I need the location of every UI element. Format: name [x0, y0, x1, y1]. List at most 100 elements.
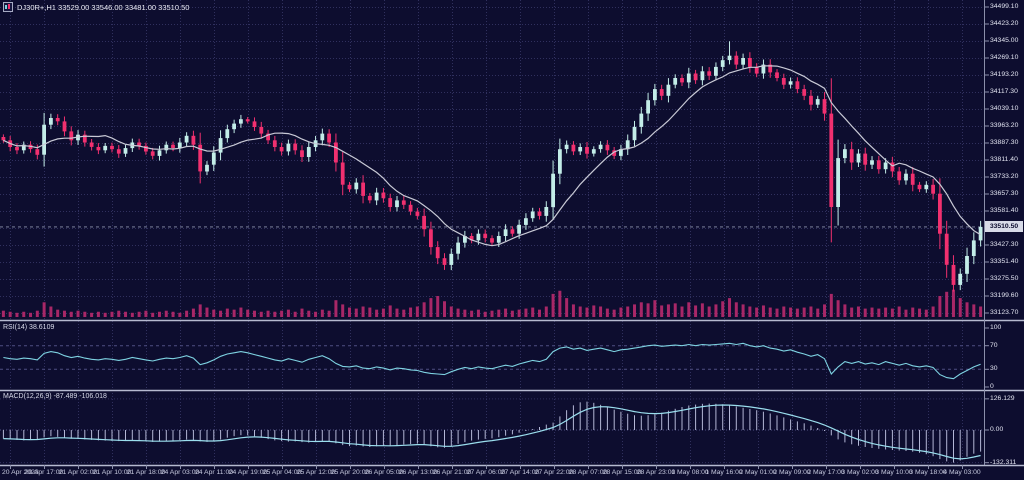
volume-bar	[8, 311, 12, 317]
candle-body	[252, 121, 257, 127]
volume-bar	[626, 306, 630, 317]
volume-bar	[490, 310, 494, 317]
volume-bar	[850, 307, 854, 317]
volume-bar	[137, 311, 141, 317]
candle-body	[944, 233, 949, 265]
candle-body	[788, 81, 793, 85]
candle-body	[720, 60, 725, 67]
candle-body	[306, 147, 311, 157]
candle-body	[632, 126, 637, 141]
candle-body	[103, 145, 108, 151]
volume-bar	[334, 300, 338, 317]
volume-bar	[748, 306, 752, 317]
candle-body	[164, 144, 169, 151]
volume-bar	[402, 309, 406, 317]
volume-bar	[707, 306, 711, 317]
time-axis-label: 24 Apr 03:00	[160, 469, 200, 476]
volume-bar	[110, 311, 114, 317]
candle-body	[266, 133, 270, 141]
volume-bar	[259, 311, 263, 317]
candle-body	[978, 226, 983, 241]
candle-body	[408, 204, 413, 212]
candle-body	[198, 144, 203, 172]
candle-body	[435, 247, 440, 259]
volume-bar	[341, 304, 345, 317]
time-axis-label: 24 Apr 11:00	[194, 469, 234, 476]
volume-bar	[483, 311, 487, 317]
time-axis[interactable]: 20 Apr 2023 20 Apr 17:00 21 Apr 02:00 21 Ap…	[0, 466, 1024, 480]
volume-bar	[904, 309, 908, 317]
candle-body	[442, 258, 447, 265]
volume-bar	[422, 302, 426, 317]
candle-body	[49, 118, 53, 125]
volume-bar	[83, 311, 87, 317]
volume-bar	[368, 307, 372, 317]
time-axis-label: 28 Apr 07:00	[568, 469, 608, 476]
volume-bar	[768, 307, 772, 317]
candle-body	[598, 144, 603, 150]
candle-body	[96, 147, 101, 151]
volume-bar	[347, 307, 351, 317]
volume-bar	[212, 309, 216, 317]
candle-body	[802, 89, 807, 96]
candle-body	[578, 147, 583, 152]
candle-body	[815, 99, 820, 105]
candle-body	[605, 144, 610, 151]
volume-bar	[307, 310, 311, 317]
candle-body	[490, 238, 494, 243]
volume-bar	[157, 311, 161, 317]
volume-bar	[273, 311, 277, 317]
candle-body	[225, 129, 230, 139]
chart-symbol-icon	[3, 2, 13, 12]
volume-bar	[300, 308, 304, 317]
rsi-line	[3, 342, 981, 380]
candle-body	[116, 149, 121, 154]
candle-body	[137, 142, 141, 146]
volume-bar	[96, 311, 100, 317]
candle-body	[340, 162, 345, 185]
volume-bar	[151, 312, 155, 317]
macd-indicator-label: MACD(12,26,9) -87.489 -106.018	[3, 393, 107, 400]
candle-body	[781, 78, 786, 85]
candle-body	[320, 133, 325, 141]
volume-bar	[863, 308, 867, 317]
candle-body	[476, 233, 481, 241]
time-axis-label: 27 Apr 06:00	[466, 469, 506, 476]
volume-bar	[29, 312, 33, 317]
candle-body	[890, 162, 895, 172]
volume-bar	[76, 310, 80, 317]
candle-body	[144, 145, 148, 152]
candle-body	[89, 142, 94, 147]
candle-body	[693, 73, 698, 81]
volume-bar	[728, 298, 732, 317]
volume-bar	[463, 309, 467, 317]
volume-bar	[415, 306, 419, 317]
volume-bar	[504, 308, 508, 317]
candle-body	[496, 236, 501, 243]
candle-body	[659, 89, 664, 96]
volume-bar	[198, 304, 202, 317]
candle-body	[218, 138, 223, 153]
volume-bar	[531, 307, 535, 317]
candle-body	[910, 173, 915, 185]
volume-bar	[802, 307, 806, 317]
candle-body	[374, 192, 379, 201]
volume-bar	[605, 308, 609, 317]
candle-body	[395, 200, 399, 208]
volume-bar	[293, 311, 297, 317]
volume-bar	[578, 306, 582, 317]
volume-bar	[911, 307, 915, 317]
candle-body	[971, 240, 976, 256]
candle-body	[537, 211, 542, 216]
volume-bar	[375, 309, 379, 317]
candle-body	[327, 133, 331, 143]
volume-bar	[266, 310, 270, 317]
volume-bar	[680, 306, 684, 317]
candle-body	[754, 66, 759, 74]
candle-body	[286, 143, 291, 152]
candle-body	[558, 149, 562, 174]
candle-body	[35, 149, 40, 155]
volume-bar	[62, 310, 66, 317]
volume-bar	[130, 312, 134, 317]
